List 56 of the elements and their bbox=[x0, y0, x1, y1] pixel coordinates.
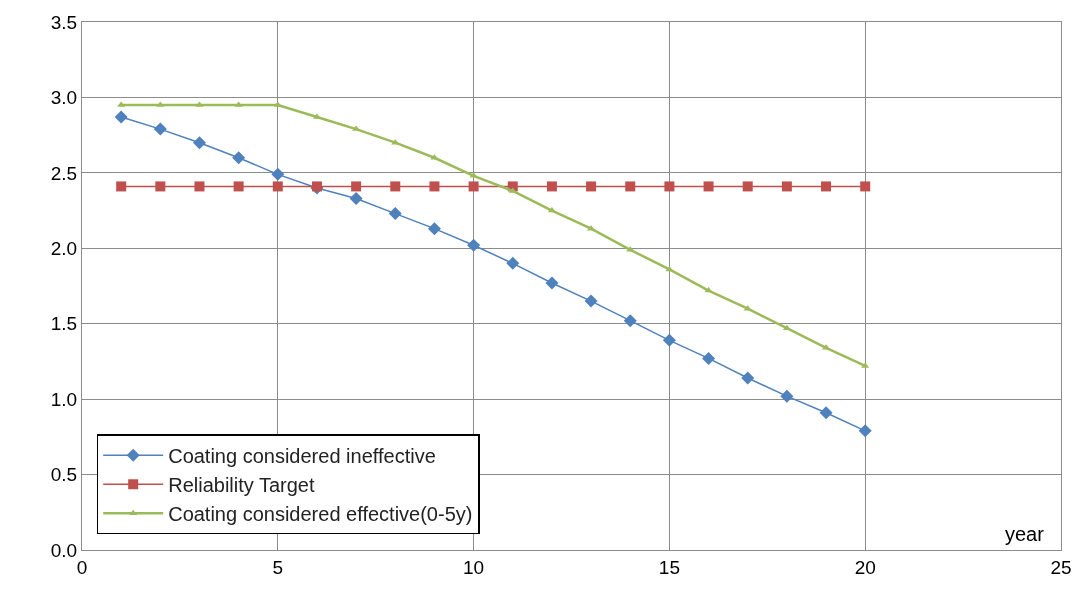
point bbox=[781, 181, 792, 192]
point bbox=[860, 181, 871, 192]
point bbox=[116, 181, 127, 192]
point bbox=[271, 167, 285, 181]
point bbox=[351, 181, 362, 192]
point bbox=[819, 406, 833, 420]
legend-label: Coating considered ineffective bbox=[168, 444, 436, 467]
point bbox=[194, 181, 205, 192]
point bbox=[468, 181, 479, 192]
point bbox=[232, 151, 246, 165]
point bbox=[664, 181, 675, 192]
y-tick-label: 2.5 bbox=[50, 162, 78, 184]
legend-label: Reliability Target bbox=[168, 473, 315, 496]
point bbox=[427, 222, 441, 236]
x-axis-title: year bbox=[1005, 523, 1045, 545]
point bbox=[506, 256, 520, 270]
point bbox=[545, 276, 559, 290]
point bbox=[665, 265, 674, 272]
point bbox=[467, 238, 481, 252]
point bbox=[821, 181, 832, 192]
y-tick-label: 1.5 bbox=[50, 313, 78, 335]
x-tick-label: 10 bbox=[463, 556, 485, 578]
point bbox=[662, 333, 676, 347]
x-tick-label: 15 bbox=[658, 556, 680, 578]
point bbox=[702, 351, 716, 365]
point bbox=[429, 181, 440, 192]
x-tick-label: 25 bbox=[1050, 556, 1072, 578]
point bbox=[153, 122, 167, 136]
point bbox=[625, 181, 636, 192]
point bbox=[272, 181, 283, 192]
point bbox=[780, 389, 794, 403]
point bbox=[192, 136, 206, 150]
legend-label: Coating considered effective(0-5y) bbox=[168, 502, 473, 525]
point bbox=[349, 192, 363, 205]
point bbox=[703, 181, 714, 192]
x-tick-label: 5 bbox=[272, 556, 284, 578]
point bbox=[623, 314, 637, 328]
y-tick-label: 3.5 bbox=[50, 11, 78, 33]
x-tick-label: 20 bbox=[854, 556, 876, 578]
point bbox=[742, 181, 753, 192]
y-tick-label: 1.0 bbox=[50, 388, 78, 410]
point bbox=[114, 110, 128, 124]
y-tick-label: 0.5 bbox=[50, 464, 78, 486]
point bbox=[584, 294, 598, 308]
y-tick-label: 3.0 bbox=[50, 87, 78, 109]
point bbox=[546, 181, 557, 192]
x-tick-label: 0 bbox=[76, 556, 88, 578]
point bbox=[388, 207, 402, 221]
y-tick-label: 0.0 bbox=[50, 539, 78, 561]
point bbox=[858, 424, 872, 438]
point bbox=[390, 181, 401, 192]
y-tick-label: 2.0 bbox=[50, 237, 78, 259]
point bbox=[741, 371, 755, 385]
point bbox=[586, 181, 597, 192]
point bbox=[233, 181, 244, 192]
point bbox=[155, 181, 166, 192]
